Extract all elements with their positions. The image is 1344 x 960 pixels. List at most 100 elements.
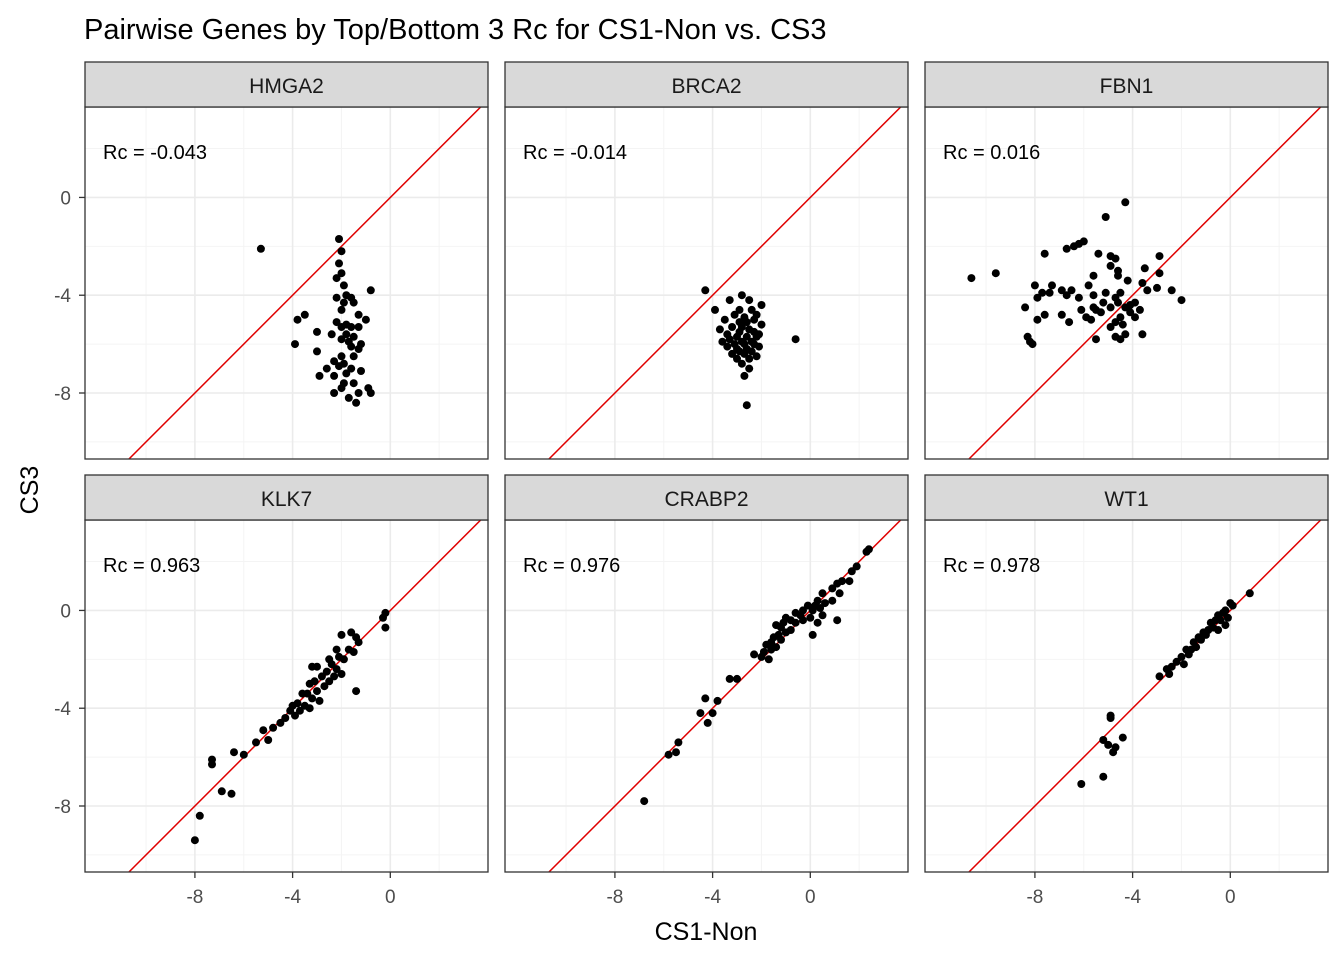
data-point [337, 247, 346, 256]
data-point [742, 318, 751, 327]
data-point [967, 274, 976, 283]
data-point [305, 679, 314, 688]
data-point [347, 342, 356, 351]
data-point [276, 718, 285, 727]
data-point [816, 604, 825, 612]
x-tick-label: 0 [385, 887, 396, 908]
data-point [728, 349, 737, 358]
data-point [703, 718, 712, 727]
reference-line [547, 107, 902, 459]
data-point [808, 630, 817, 639]
reference-line [547, 520, 902, 872]
data-point [791, 335, 800, 344]
data-point [1092, 335, 1100, 344]
data-point [357, 367, 365, 375]
x-tick-label: -4 [284, 887, 301, 908]
data-point [1070, 242, 1078, 251]
data-point [347, 364, 356, 373]
panel-background [505, 107, 908, 459]
data-point [1223, 613, 1232, 622]
data-point [1214, 626, 1223, 634]
data-point [337, 269, 346, 278]
data-point [1067, 286, 1076, 295]
data-point [1021, 303, 1030, 312]
data-point [354, 345, 363, 353]
data-point [337, 352, 346, 361]
data-point [1099, 298, 1108, 307]
panel-background [85, 520, 488, 872]
data-point [332, 293, 341, 302]
data-point [781, 628, 790, 637]
data-point [747, 305, 756, 314]
strip-background [504, 474, 909, 521]
data-point [701, 694, 710, 703]
facet-panel-crabp2: Rc = 0.976 CRABP2 -8 -4 0 [504, 474, 909, 908]
data-point [1111, 318, 1120, 327]
data-point [791, 608, 800, 617]
x-tick-label: 0 [805, 887, 816, 908]
data-point [335, 362, 343, 371]
data-point [803, 601, 812, 610]
data-point [1094, 249, 1103, 258]
data-point [1201, 630, 1210, 639]
facet-panel-brca2: Rc = -0.014 BRCA2 [504, 61, 909, 460]
data-point [342, 369, 351, 378]
data-point [1138, 330, 1147, 339]
data-point [308, 694, 317, 703]
strip-background [84, 61, 489, 108]
data-point [1172, 657, 1181, 666]
y-tick-label: -4 [54, 699, 71, 720]
data-point [313, 687, 321, 696]
data-point [1123, 276, 1132, 285]
data-point [337, 630, 346, 639]
data-point [828, 596, 837, 605]
data-point [821, 599, 829, 608]
data-point [308, 662, 317, 671]
data-point [339, 298, 348, 307]
data-point [730, 310, 739, 319]
data-point [799, 616, 807, 625]
data-point [718, 337, 727, 346]
strip-background [84, 474, 489, 521]
data-point [335, 235, 343, 243]
data-point [737, 359, 746, 368]
data-point [1089, 291, 1098, 300]
data-point [342, 330, 351, 339]
data-point [1057, 310, 1066, 319]
data-point [298, 689, 307, 698]
y-tick-label: 0 [60, 601, 71, 622]
data-point [352, 398, 361, 407]
x-axis-title: CS1-Non [655, 918, 758, 946]
data-point [190, 836, 199, 845]
data-point [281, 714, 290, 722]
data-point [1155, 269, 1164, 278]
data-point [322, 364, 331, 373]
data-point [674, 738, 683, 747]
data-point [291, 340, 299, 349]
data-point [1116, 313, 1125, 322]
data-point [349, 379, 358, 388]
panel-background [925, 520, 1328, 872]
data-point [1155, 252, 1164, 261]
data-point [1138, 279, 1147, 287]
y-tick-label: -8 [54, 384, 71, 405]
data-point [330, 371, 339, 380]
data-point [740, 349, 749, 358]
data-point [752, 352, 761, 361]
y-axis-title: CS3 [16, 466, 44, 515]
data-point [755, 342, 763, 351]
data-point [833, 616, 842, 625]
data-point [337, 335, 346, 344]
data-point [259, 726, 268, 735]
chart-title: Pairwise Genes by Top/Bottom 3 Rc for CS… [84, 14, 827, 46]
data-point [195, 811, 204, 820]
strip-background [924, 474, 1329, 521]
data-point [733, 674, 741, 683]
data-point [723, 342, 732, 351]
data-point [1030, 281, 1039, 290]
data-point [1028, 340, 1037, 349]
data-point [300, 310, 309, 319]
data-point [752, 332, 761, 341]
data-point [330, 672, 339, 681]
